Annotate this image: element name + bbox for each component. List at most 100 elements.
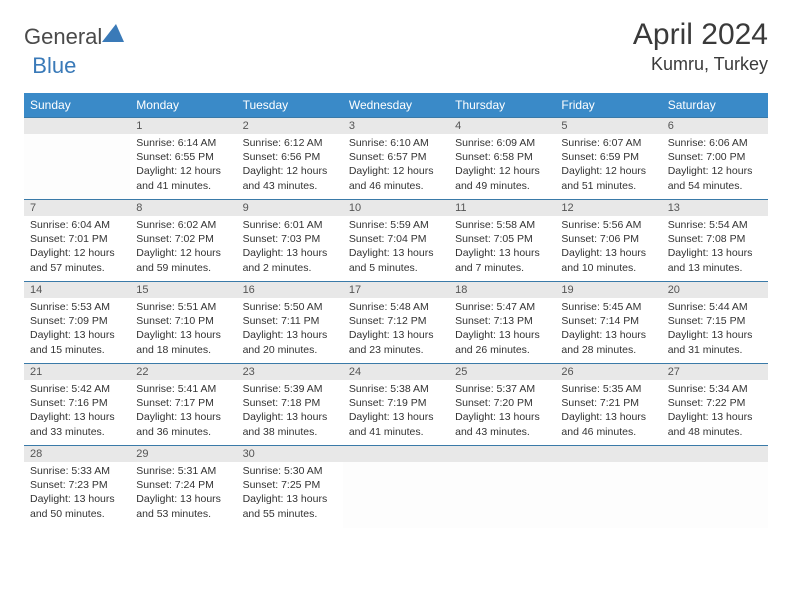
day-details: Sunrise: 6:07 AMSunset: 6:59 PMDaylight:… xyxy=(555,134,661,195)
calendar-cell: 23Sunrise: 5:39 AMSunset: 7:18 PMDayligh… xyxy=(237,364,343,446)
calendar-cell: 21Sunrise: 5:42 AMSunset: 7:16 PMDayligh… xyxy=(24,364,130,446)
day-number: 10 xyxy=(343,200,449,216)
location: Kumru, Turkey xyxy=(633,54,768,75)
day-number: 29 xyxy=(130,446,236,462)
calendar-cell: 15Sunrise: 5:51 AMSunset: 7:10 PMDayligh… xyxy=(130,282,236,364)
calendar-cell: 1Sunrise: 6:14 AMSunset: 6:55 PMDaylight… xyxy=(130,118,236,200)
day-number: 28 xyxy=(24,446,130,462)
day-number: 26 xyxy=(555,364,661,380)
calendar-cell: 29Sunrise: 5:31 AMSunset: 7:24 PMDayligh… xyxy=(130,446,236,528)
calendar-cell: 6Sunrise: 6:06 AMSunset: 7:00 PMDaylight… xyxy=(662,118,768,200)
day-number: 19 xyxy=(555,282,661,298)
calendar-table: SundayMondayTuesdayWednesdayThursdayFrid… xyxy=(24,93,768,528)
day-number: 9 xyxy=(237,200,343,216)
day-number: 7 xyxy=(24,200,130,216)
day-number: 20 xyxy=(662,282,768,298)
day-details: Sunrise: 5:45 AMSunset: 7:14 PMDaylight:… xyxy=(555,298,661,359)
day-details: Sunrise: 5:35 AMSunset: 7:21 PMDaylight:… xyxy=(555,380,661,441)
day-details: Sunrise: 6:06 AMSunset: 7:00 PMDaylight:… xyxy=(662,134,768,195)
calendar-cell: 22Sunrise: 5:41 AMSunset: 7:17 PMDayligh… xyxy=(130,364,236,446)
logo-text-1: General xyxy=(24,24,102,50)
weekday-header: Monday xyxy=(130,93,236,118)
day-details: Sunrise: 5:30 AMSunset: 7:25 PMDaylight:… xyxy=(237,462,343,523)
day-number: 24 xyxy=(343,364,449,380)
calendar-cell: 16Sunrise: 5:50 AMSunset: 7:11 PMDayligh… xyxy=(237,282,343,364)
logo-text-2: Blue xyxy=(32,53,76,79)
weekday-header: Friday xyxy=(555,93,661,118)
day-details: Sunrise: 5:59 AMSunset: 7:04 PMDaylight:… xyxy=(343,216,449,277)
day-details: Sunrise: 6:14 AMSunset: 6:55 PMDaylight:… xyxy=(130,134,236,195)
month-title: April 2024 xyxy=(633,18,768,52)
day-details: Sunrise: 5:31 AMSunset: 7:24 PMDaylight:… xyxy=(130,462,236,523)
logo-triangle-icon xyxy=(102,24,124,42)
day-details: Sunrise: 5:38 AMSunset: 7:19 PMDaylight:… xyxy=(343,380,449,441)
calendar-cell: 17Sunrise: 5:48 AMSunset: 7:12 PMDayligh… xyxy=(343,282,449,364)
calendar-cell: 28Sunrise: 5:33 AMSunset: 7:23 PMDayligh… xyxy=(24,446,130,528)
calendar-cell: 13Sunrise: 5:54 AMSunset: 7:08 PMDayligh… xyxy=(662,200,768,282)
calendar-cell: 30Sunrise: 5:30 AMSunset: 7:25 PMDayligh… xyxy=(237,446,343,528)
day-details: Sunrise: 5:33 AMSunset: 7:23 PMDaylight:… xyxy=(24,462,130,523)
calendar-cell: 4Sunrise: 6:09 AMSunset: 6:58 PMDaylight… xyxy=(449,118,555,200)
day-number: 4 xyxy=(449,118,555,134)
day-number: 1 xyxy=(130,118,236,134)
calendar-cell: 20Sunrise: 5:44 AMSunset: 7:15 PMDayligh… xyxy=(662,282,768,364)
day-number: 30 xyxy=(237,446,343,462)
day-number: 15 xyxy=(130,282,236,298)
day-details: Sunrise: 6:10 AMSunset: 6:57 PMDaylight:… xyxy=(343,134,449,195)
day-number: 21 xyxy=(24,364,130,380)
calendar-cell: 26Sunrise: 5:35 AMSunset: 7:21 PMDayligh… xyxy=(555,364,661,446)
day-details: Sunrise: 5:42 AMSunset: 7:16 PMDaylight:… xyxy=(24,380,130,441)
calendar-cell: 9Sunrise: 6:01 AMSunset: 7:03 PMDaylight… xyxy=(237,200,343,282)
day-number: 8 xyxy=(130,200,236,216)
calendar-cell: 2Sunrise: 6:12 AMSunset: 6:56 PMDaylight… xyxy=(237,118,343,200)
day-details: Sunrise: 5:50 AMSunset: 7:11 PMDaylight:… xyxy=(237,298,343,359)
calendar-cell: 19Sunrise: 5:45 AMSunset: 7:14 PMDayligh… xyxy=(555,282,661,364)
calendar-cell: 8Sunrise: 6:02 AMSunset: 7:02 PMDaylight… xyxy=(130,200,236,282)
day-details: Sunrise: 5:44 AMSunset: 7:15 PMDaylight:… xyxy=(662,298,768,359)
calendar-cell: 25Sunrise: 5:37 AMSunset: 7:20 PMDayligh… xyxy=(449,364,555,446)
weekday-header: Sunday xyxy=(24,93,130,118)
calendar-cell xyxy=(343,446,449,528)
calendar-cell: 24Sunrise: 5:38 AMSunset: 7:19 PMDayligh… xyxy=(343,364,449,446)
day-number: 17 xyxy=(343,282,449,298)
calendar-cell: 12Sunrise: 5:56 AMSunset: 7:06 PMDayligh… xyxy=(555,200,661,282)
day-details: Sunrise: 5:54 AMSunset: 7:08 PMDaylight:… xyxy=(662,216,768,277)
calendar-cell: 3Sunrise: 6:10 AMSunset: 6:57 PMDaylight… xyxy=(343,118,449,200)
calendar-cell xyxy=(662,446,768,528)
day-number: 13 xyxy=(662,200,768,216)
day-details: Sunrise: 5:56 AMSunset: 7:06 PMDaylight:… xyxy=(555,216,661,277)
calendar-cell xyxy=(24,118,130,200)
day-number: 11 xyxy=(449,200,555,216)
calendar-cell: 7Sunrise: 6:04 AMSunset: 7:01 PMDaylight… xyxy=(24,200,130,282)
calendar-cell: 11Sunrise: 5:58 AMSunset: 7:05 PMDayligh… xyxy=(449,200,555,282)
calendar-cell: 27Sunrise: 5:34 AMSunset: 7:22 PMDayligh… xyxy=(662,364,768,446)
day-details: Sunrise: 5:39 AMSunset: 7:18 PMDaylight:… xyxy=(237,380,343,441)
title-block: April 2024 Kumru, Turkey xyxy=(633,18,768,75)
day-number: 12 xyxy=(555,200,661,216)
day-details: Sunrise: 6:02 AMSunset: 7:02 PMDaylight:… xyxy=(130,216,236,277)
day-number: 23 xyxy=(237,364,343,380)
day-number: 16 xyxy=(237,282,343,298)
day-number: 2 xyxy=(237,118,343,134)
day-number: 18 xyxy=(449,282,555,298)
day-details: Sunrise: 5:41 AMSunset: 7:17 PMDaylight:… xyxy=(130,380,236,441)
calendar-cell: 18Sunrise: 5:47 AMSunset: 7:13 PMDayligh… xyxy=(449,282,555,364)
calendar-cell: 10Sunrise: 5:59 AMSunset: 7:04 PMDayligh… xyxy=(343,200,449,282)
weekday-header: Thursday xyxy=(449,93,555,118)
day-number: 5 xyxy=(555,118,661,134)
day-details: Sunrise: 6:09 AMSunset: 6:58 PMDaylight:… xyxy=(449,134,555,195)
day-number: 6 xyxy=(662,118,768,134)
day-details: Sunrise: 6:12 AMSunset: 6:56 PMDaylight:… xyxy=(237,134,343,195)
day-details: Sunrise: 6:01 AMSunset: 7:03 PMDaylight:… xyxy=(237,216,343,277)
weekday-header: Wednesday xyxy=(343,93,449,118)
calendar-cell: 14Sunrise: 5:53 AMSunset: 7:09 PMDayligh… xyxy=(24,282,130,364)
day-number: 27 xyxy=(662,364,768,380)
day-details: Sunrise: 5:51 AMSunset: 7:10 PMDaylight:… xyxy=(130,298,236,359)
calendar-cell xyxy=(555,446,661,528)
day-number: 25 xyxy=(449,364,555,380)
day-number: 22 xyxy=(130,364,236,380)
calendar-cell: 5Sunrise: 6:07 AMSunset: 6:59 PMDaylight… xyxy=(555,118,661,200)
weekday-header: Saturday xyxy=(662,93,768,118)
day-details: Sunrise: 5:58 AMSunset: 7:05 PMDaylight:… xyxy=(449,216,555,277)
day-number: 14 xyxy=(24,282,130,298)
